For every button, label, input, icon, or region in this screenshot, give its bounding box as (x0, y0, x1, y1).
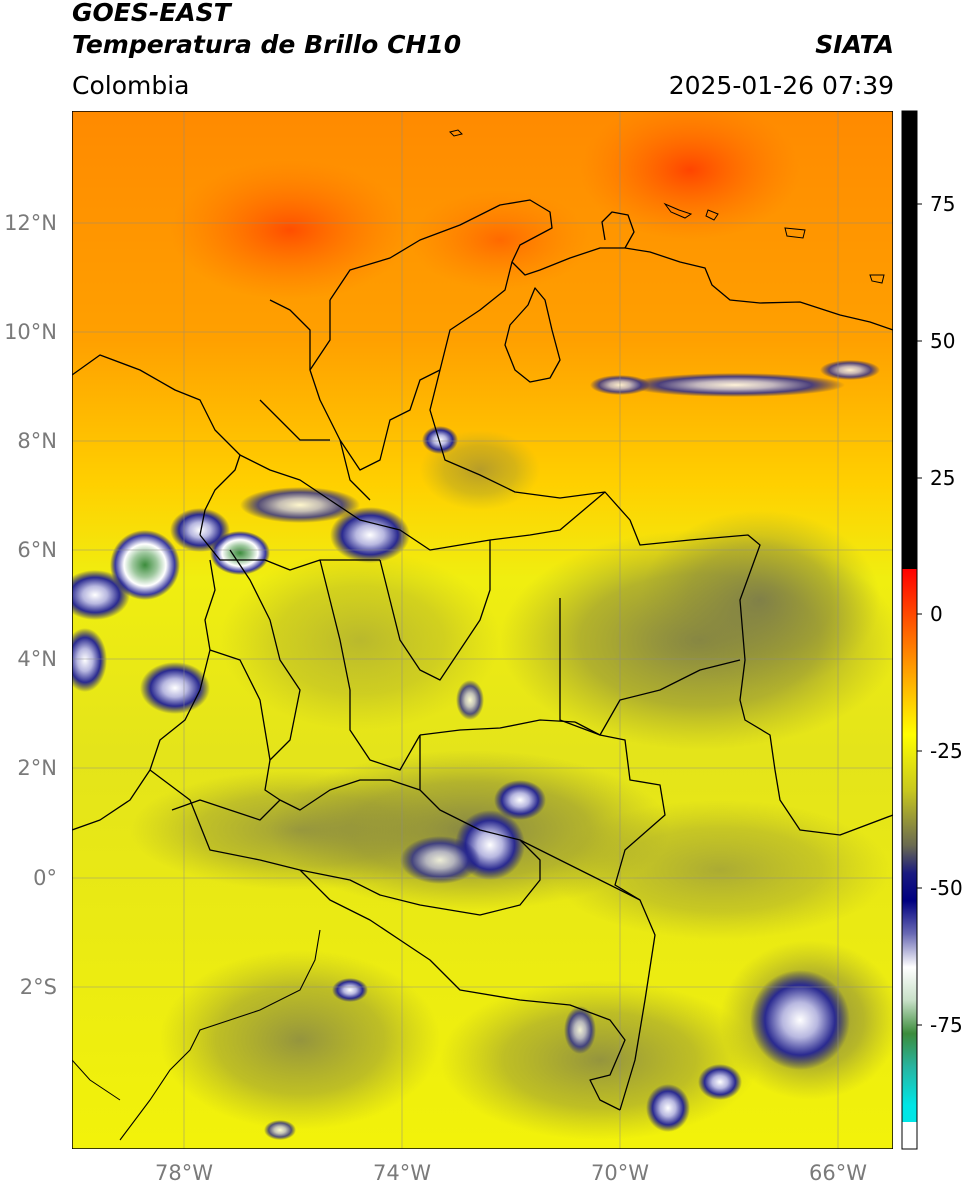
colorbar-tick: 0 (930, 602, 943, 626)
lat-tick: 2°S (20, 975, 57, 999)
source-label: SIATA (815, 30, 894, 59)
region-label: Colombia (72, 71, 190, 100)
lat-tick: 2°N (17, 756, 57, 780)
lon-tick: 70°W (591, 1161, 649, 1185)
datetime-label: 2025-01-26 07:39 (668, 71, 894, 100)
lat-tick: 12°N (4, 211, 57, 235)
map-field (72, 111, 893, 1149)
colorbar: 75 50 25 0 -25 -50 -75 (901, 110, 963, 1150)
colorbar-tick: -75 (930, 1013, 963, 1037)
colorbar-tick: -50 (930, 876, 963, 900)
longitude-axis: 78°W 74°W 70°W 66°W (155, 1161, 867, 1185)
colorbar-tick: 75 (930, 192, 955, 216)
colorbar-tick: 50 (930, 329, 955, 353)
latitude-axis: 12°N 10°N 8°N 6°N 4°N 2°N 0° 2°S (4, 211, 57, 999)
product-title: Temperatura de Brillo CH10 (72, 30, 462, 59)
graticule (72, 111, 893, 1149)
colorbar-gradient (902, 569, 917, 1122)
colorbar-white-segment (902, 1122, 917, 1149)
colorbar-black-segment (902, 111, 917, 569)
lat-tick: 8°N (17, 429, 57, 453)
lat-tick: 0° (33, 866, 57, 890)
lat-tick: 10°N (4, 320, 57, 344)
colorbar-tick: 25 (930, 466, 955, 490)
lat-tick: 4°N (17, 647, 57, 671)
boundaries (72, 199, 893, 1111)
lon-tick: 78°W (155, 1161, 213, 1185)
lon-tick: 74°W (373, 1161, 431, 1185)
satellite-title: GOES-EAST (72, 0, 231, 27)
lon-tick: 66°W (809, 1161, 867, 1185)
lat-tick: 6°N (17, 538, 57, 562)
colorbar-tick: -25 (930, 739, 963, 763)
islands (449, 129, 885, 284)
